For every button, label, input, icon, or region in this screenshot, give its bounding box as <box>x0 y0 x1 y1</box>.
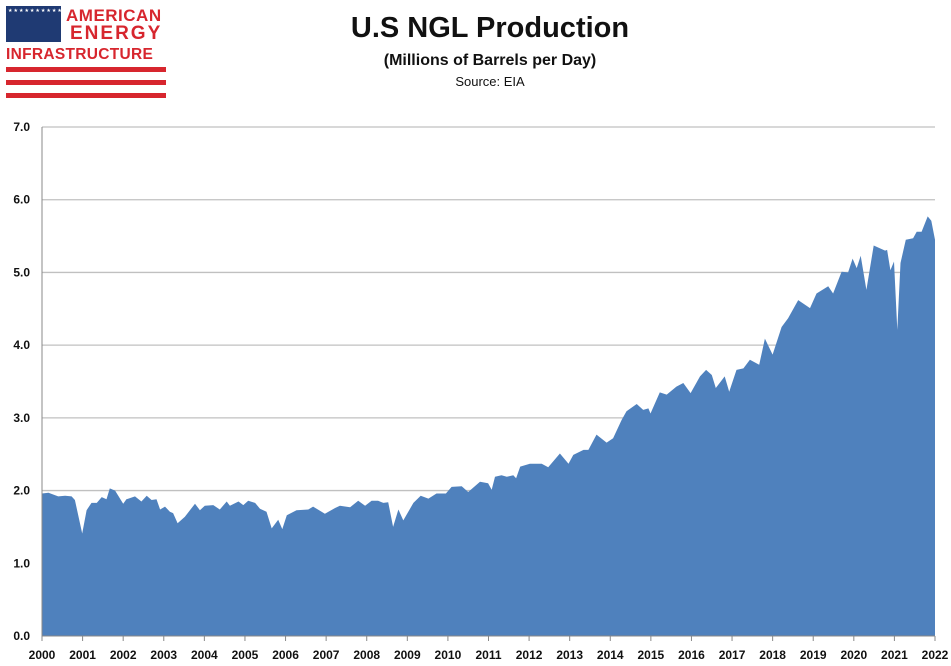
x-tick-label: 2011 <box>475 648 501 662</box>
x-tick-label: 2004 <box>191 648 218 662</box>
y-tick-label: 4.0 <box>13 338 30 352</box>
y-tick-label: 3.0 <box>13 411 30 425</box>
x-tick-label: 2008 <box>353 648 380 662</box>
x-tick-label: 2020 <box>840 648 867 662</box>
y-tick-label: 7.0 <box>13 120 30 134</box>
y-tick-label: 0.0 <box>13 629 30 643</box>
logo-text-energy: ENERGY <box>70 23 163 44</box>
logo-stripe <box>6 80 166 85</box>
x-tick-label: 2013 <box>556 648 583 662</box>
x-tick-label: 2012 <box>516 648 543 662</box>
logo-text-infrastructure: INFRASTRUCTURE <box>6 46 154 63</box>
production-area-series <box>42 216 935 636</box>
x-tick-label: 2021 <box>881 648 908 662</box>
x-tick-label: 2009 <box>394 648 421 662</box>
x-tick-label: 2015 <box>638 648 665 662</box>
x-tick-label: 2016 <box>678 648 705 662</box>
y-tick-label: 2.0 <box>13 484 30 498</box>
x-tick-label: 2002 <box>110 648 137 662</box>
y-tick-label: 6.0 <box>13 193 30 207</box>
y-tick-label: 1.0 <box>13 556 30 570</box>
american-energy-infrastructure-logo: ★★★★★★★★★★★★★★★★★★★★★★★★★★★★★★★★★★★★★★★★… <box>6 6 166 100</box>
chart-title: U.S NGL Production <box>350 12 630 44</box>
logo-text-american: AMERICAN <box>66 6 162 25</box>
x-tick-label: 2018 <box>759 648 786 662</box>
x-tick-label: 2007 <box>313 648 340 662</box>
x-tick-label: 2006 <box>272 648 299 662</box>
x-tick-label: 2014 <box>597 648 624 662</box>
chart-subtitle: (Millions of Barrels per Day) <box>383 52 597 69</box>
chart-source: Source: EIA <box>455 74 525 89</box>
x-tick-label: 2001 <box>69 648 96 662</box>
y-tick-label: 5.0 <box>13 265 30 279</box>
x-tick-label: 2019 <box>800 648 827 662</box>
flag-stars-icon: ★★★★★★★★★★★★★★★★★★★★★★★★★★★★★★★★★★★★★★★★… <box>6 6 61 42</box>
x-tick-label: 2003 <box>150 648 177 662</box>
x-tick-label: 2017 <box>719 648 746 662</box>
x-tick-label: 2022 <box>922 648 949 662</box>
x-tick-label: 2010 <box>435 648 462 662</box>
x-tick-label: 2005 <box>232 648 259 662</box>
x-tick-label: 2000 <box>29 648 56 662</box>
logo-stripe <box>6 67 166 72</box>
logo-stripe <box>6 93 166 98</box>
